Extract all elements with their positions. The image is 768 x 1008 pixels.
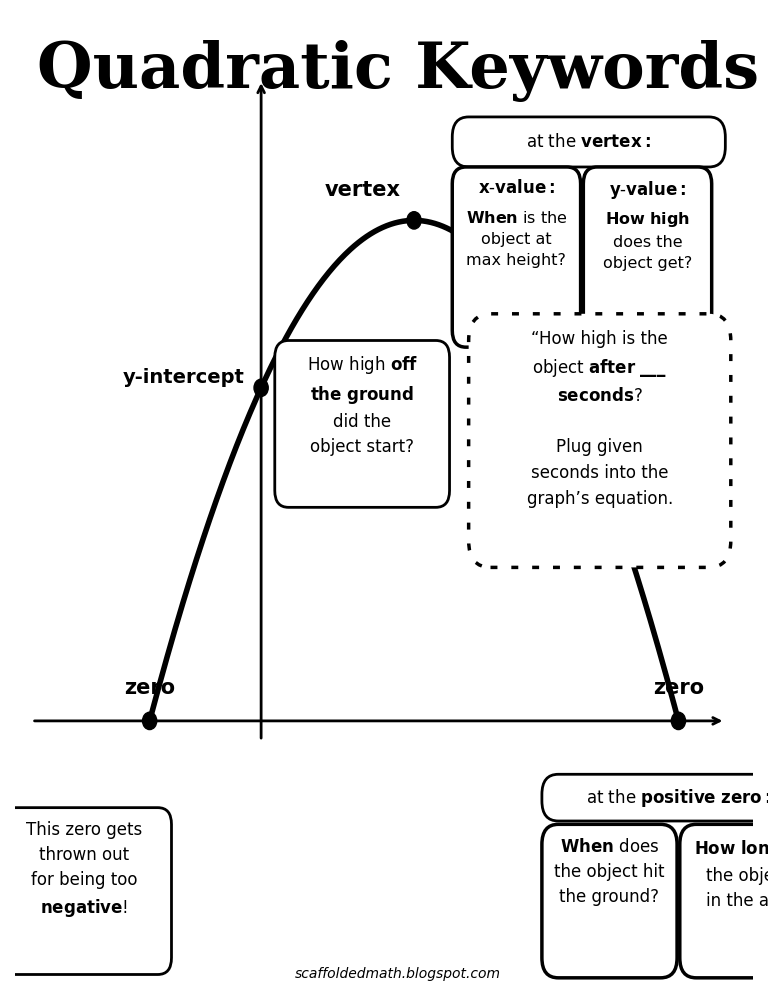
FancyBboxPatch shape	[452, 167, 581, 347]
Text: This zero gets
thrown out
for being too
$\bf{negative}$!: This zero gets thrown out for being too …	[26, 821, 142, 919]
FancyBboxPatch shape	[680, 825, 768, 978]
Text: $\bf{How\ high}$
does the
object get?: $\bf{How\ high}$ does the object get?	[603, 211, 692, 271]
Text: $\it{\bf{y\text{-}value:}}$: $\it{\bf{y\text{-}value:}}$	[609, 179, 687, 201]
Text: at the $\bf{vertex:}$: at the $\bf{vertex:}$	[526, 133, 651, 151]
Text: $\bf{When}$ is the
object at
max height?: $\bf{When}$ is the object at max height?	[465, 211, 568, 268]
Text: “How high is the
object $\bf{after}$ $\bf{\_\_\_}$
$\bf{seconds}$?

Plug given
s: “How high is the object $\bf{after}$ $\b…	[527, 331, 673, 508]
Text: at the $\bf{positive\ zero:}$: at the $\bf{positive\ zero:}$	[586, 786, 768, 808]
Text: $\it{\bf{x\text{-}value:}}$: $\it{\bf{x\text{-}value:}}$	[478, 179, 555, 197]
Circle shape	[254, 379, 268, 396]
FancyBboxPatch shape	[452, 117, 725, 167]
Text: y-intercept: y-intercept	[123, 368, 245, 387]
Circle shape	[143, 713, 157, 730]
FancyBboxPatch shape	[542, 825, 677, 978]
FancyBboxPatch shape	[0, 807, 171, 975]
Text: $\bf{When}$ does
the object hit
the ground?: $\bf{When}$ does the object hit the grou…	[554, 838, 665, 905]
Text: Quadratic Keywords: Quadratic Keywords	[37, 40, 759, 102]
Text: zero: zero	[653, 677, 704, 698]
Circle shape	[671, 713, 686, 730]
FancyBboxPatch shape	[468, 313, 731, 568]
Text: zero: zero	[124, 677, 175, 698]
Text: vertex: vertex	[324, 180, 400, 201]
Text: $\bf{How\ long}$ is
the object
in the air?: $\bf{How\ long}$ is the object in the ai…	[694, 838, 768, 909]
Circle shape	[407, 212, 421, 229]
FancyBboxPatch shape	[542, 774, 768, 821]
FancyBboxPatch shape	[584, 167, 712, 347]
Text: scaffoldedmath.blogspot.com: scaffoldedmath.blogspot.com	[295, 967, 501, 981]
FancyBboxPatch shape	[275, 341, 449, 507]
Text: How high $\bf{off}$
$\bf{the\ ground}$
did the
object start?: How high $\bf{off}$ $\bf{the\ ground}$ d…	[306, 354, 418, 456]
